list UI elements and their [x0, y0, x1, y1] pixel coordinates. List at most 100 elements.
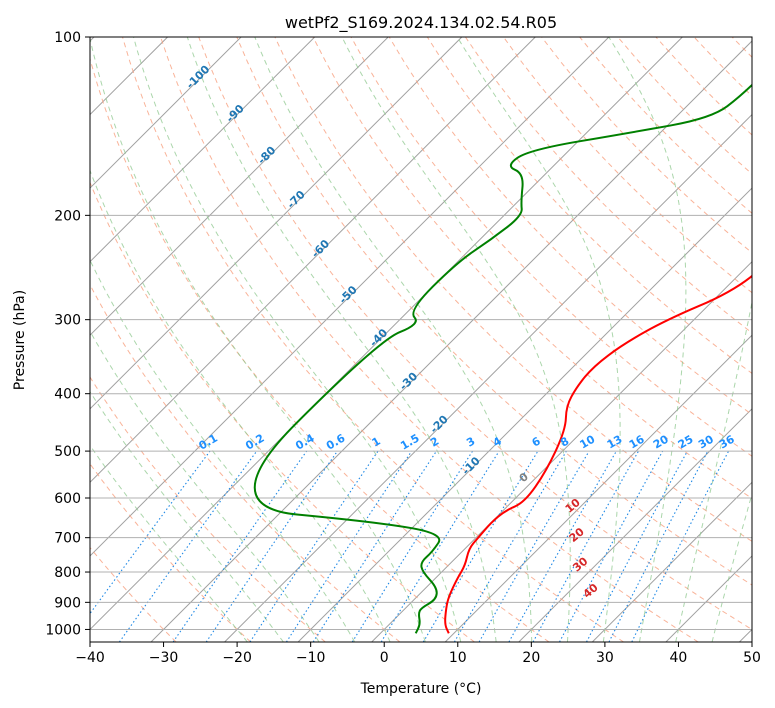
dewpoint-profile-line — [253, 83, 752, 634]
mixing-ratio-line — [312, 450, 437, 642]
mixing-ratio-line — [631, 450, 730, 642]
dry-adiabat-line — [236, 37, 752, 586]
dry-adiabat-line — [464, 37, 752, 334]
mixing-ratio-line — [249, 450, 379, 642]
mixing-ratio-line — [90, 450, 211, 615]
mixing-ratio-label: 10 — [577, 432, 597, 451]
mixing-ratio-label: 20 — [651, 432, 671, 451]
x-axis-label: Temperature (°C) — [360, 681, 482, 697]
y-tick-label: 800 — [54, 565, 81, 581]
isotherm-line — [518, 408, 752, 642]
y-tick-label: 700 — [54, 531, 81, 547]
dry-adiabat-line — [90, 283, 401, 642]
dry-adiabat-label: -70 — [285, 188, 308, 211]
isotherm-line — [90, 37, 463, 410]
x-tick-label: 40 — [670, 650, 688, 666]
mixing-ratio-line — [118, 450, 258, 642]
mixing-ratio-label: 25 — [676, 433, 696, 452]
isotherm-line — [90, 37, 536, 484]
isotherm-line — [150, 40, 752, 642]
isotherm-line — [90, 37, 610, 557]
moist-adiabat-line — [90, 390, 284, 642]
dry-adiabat-label: -80 — [255, 144, 278, 167]
dry-adiabat-line — [198, 37, 752, 630]
y-tick-label: 200 — [54, 208, 81, 224]
isotherm-line — [90, 37, 389, 336]
dry-adiabat-label: -100 — [184, 63, 213, 92]
isotherm-line — [90, 37, 316, 263]
dry-adiabat-line — [90, 546, 177, 642]
mixing-ratio-line — [508, 450, 617, 642]
mixing-ratio-label: 3 — [464, 435, 477, 450]
moist-adiabat-line — [90, 169, 391, 642]
x-tick-label: 50 — [743, 650, 761, 666]
x-axis-ticks: −40 −30 −20 −10 0 10 20 30 40 50 — [75, 642, 761, 666]
plot-frame — [89, 36, 753, 643]
moist-adiabat-line — [90, 259, 356, 642]
x-tick-label: −40 — [75, 650, 105, 666]
isotherm-line — [444, 334, 752, 642]
dry-adiabat-label: -30 — [397, 370, 420, 393]
reference-lines — [90, 37, 775, 642]
mixing-ratio-line — [172, 450, 308, 642]
dry-adiabat-label: -20 — [428, 412, 451, 435]
moist-adiabat-line — [456, 37, 621, 642]
y-tick-label: 100 — [54, 30, 81, 46]
y-tick-label: 400 — [54, 387, 81, 403]
dry-adiabat-line — [350, 37, 752, 457]
mixing-ratio-line — [586, 450, 688, 642]
y-tick-label: 500 — [54, 444, 81, 460]
mixing-ratio-label: 0.4 — [293, 431, 317, 452]
dry-adiabat-label: -10 — [460, 454, 483, 477]
moist-adiabat-label: 10 — [563, 496, 583, 516]
mixing-ratio-label: 16 — [627, 432, 647, 451]
x-tick-label: 20 — [522, 650, 540, 666]
mixing-ratio-label: 0.1 — [197, 432, 220, 453]
y-axis-label: Pressure (hPa) — [12, 290, 28, 390]
moist-adiabat-line — [675, 299, 752, 642]
isotherm-line — [371, 260, 752, 642]
moist-adiabat-line — [90, 37, 426, 642]
dry-adiabat-line — [90, 181, 475, 642]
isotherm-line — [665, 555, 752, 642]
dry-adiabat-line — [388, 37, 752, 416]
mixing-ratio-line — [351, 450, 474, 642]
mixing-ratio-label: 0.2 — [243, 432, 266, 453]
moist-adiabat-label: 40 — [581, 581, 601, 601]
y-tick-label: 600 — [54, 491, 81, 507]
moist-adiabat-line — [341, 37, 571, 642]
dry-adiabat-line — [122, 37, 624, 642]
isotherm-line — [591, 481, 752, 642]
dry-adiabat-line — [90, 376, 326, 642]
dry-adiabat-line — [693, 37, 752, 97]
y-tick-label: 1000 — [45, 622, 81, 638]
mixing-ratio-line — [205, 450, 338, 642]
mixing-ratio-label: 8 — [558, 435, 571, 450]
dry-adiabat-label: -60 — [309, 237, 332, 260]
dry-adiabat-line — [770, 37, 775, 642]
x-tick-label: −20 — [222, 650, 252, 666]
dry-adiabat-line — [90, 463, 252, 642]
moist-adiabat-line — [90, 444, 248, 642]
mixing-ratio-label: 6 — [530, 434, 543, 449]
moist-adiabat-line — [186, 37, 497, 642]
dry-adiabat-line — [503, 37, 752, 294]
dry-adiabat-label: -50 — [337, 283, 360, 306]
x-tick-label: −10 — [296, 650, 326, 666]
pressure-gridlines — [90, 37, 752, 630]
dry-adiabat-line — [160, 37, 699, 642]
chart-title: wetPf2_S169.2024.134.02.54.R05 — [285, 13, 557, 33]
mixing-ratio-label: 30 — [696, 432, 716, 451]
mixing-ratio-line — [532, 450, 639, 642]
temperature-profile-line — [444, 274, 752, 634]
profile-series — [253, 83, 752, 634]
dry-adiabat-line — [426, 37, 752, 375]
dry-adiabat-line — [90, 56, 550, 642]
x-tick-label: −30 — [149, 650, 179, 666]
x-tick-label: 30 — [596, 650, 614, 666]
isotherm-line — [90, 37, 683, 631]
mixing-ratio-line — [285, 450, 413, 642]
isotherm-line — [90, 37, 242, 189]
mixing-ratio-label: 1.5 — [398, 432, 421, 453]
